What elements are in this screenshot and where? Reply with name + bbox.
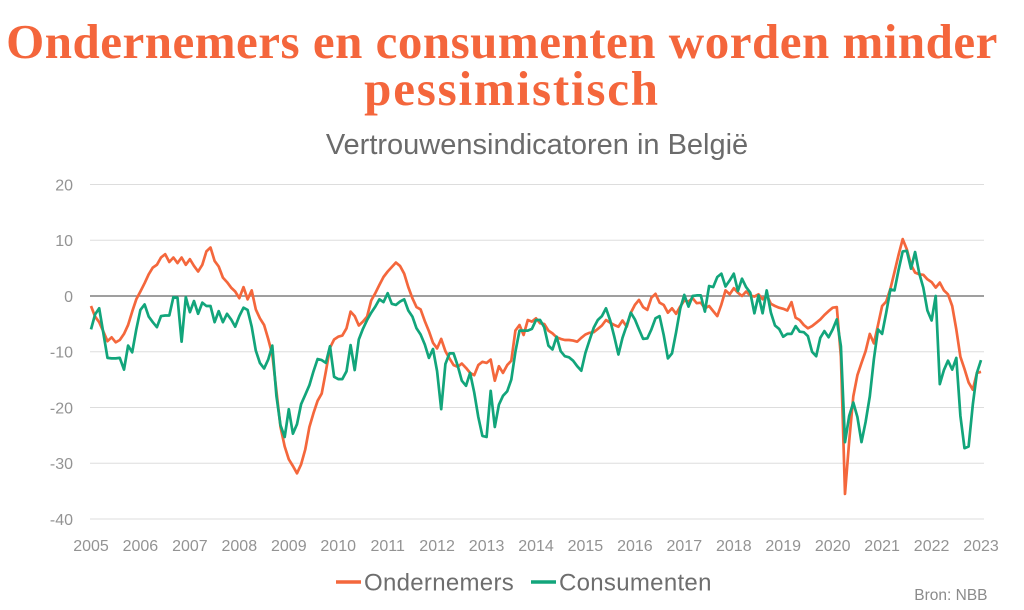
svg-text:2023: 2023 [963,538,999,555]
svg-text:2013: 2013 [469,538,505,555]
svg-text:2009: 2009 [271,538,307,555]
svg-text:-20: -20 [50,400,73,417]
svg-text:-10: -10 [50,345,73,362]
svg-text:2006: 2006 [123,538,159,555]
svg-text:-40: -40 [50,512,73,529]
svg-text:2005: 2005 [73,538,109,555]
svg-text:2022: 2022 [914,538,950,555]
svg-text:20: 20 [55,177,73,194]
svg-text:Consumenten: Consumenten [559,570,712,597]
svg-text:2010: 2010 [320,538,356,555]
svg-text:2016: 2016 [617,538,653,555]
svg-text:2018: 2018 [716,538,752,555]
svg-text:2015: 2015 [568,538,604,555]
svg-text:2014: 2014 [518,538,554,555]
svg-text:0: 0 [64,289,73,306]
svg-text:2021: 2021 [864,538,900,555]
svg-text:2017: 2017 [667,538,703,555]
svg-text:Ondernemers: Ondernemers [364,570,514,597]
svg-text:2012: 2012 [419,538,455,555]
svg-text:-30: -30 [50,456,73,473]
svg-text:10: 10 [55,233,73,250]
svg-text:Bron: NBB: Bron: NBB [914,587,987,604]
svg-text:2007: 2007 [172,538,208,555]
svg-text:2008: 2008 [222,538,258,555]
svg-text:2020: 2020 [815,538,851,555]
svg-text:2019: 2019 [765,538,801,555]
svg-text:2011: 2011 [370,538,405,555]
